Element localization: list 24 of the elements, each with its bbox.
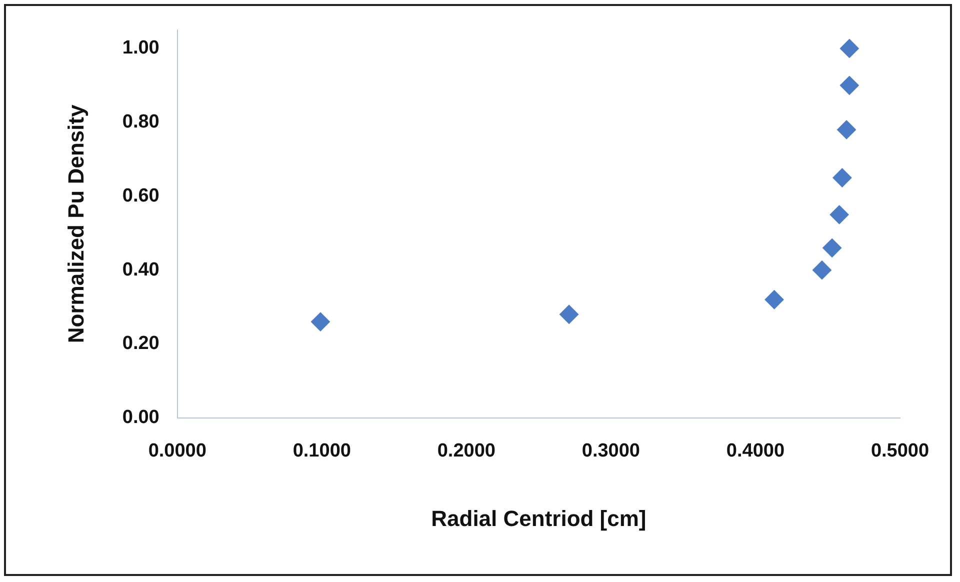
point (840, 76, 859, 95)
x-tick-label: 0.1000 (292, 440, 351, 462)
point (840, 38, 859, 58)
x-tick-label: 0.2000 (437, 440, 496, 462)
point (310, 312, 330, 332)
y-tick-label: 0.20 (122, 333, 160, 354)
y-tick-label: 0.00 (122, 407, 160, 428)
y-tick-label: 0.80 (122, 112, 160, 133)
point (764, 290, 784, 310)
y-axis-title: Normalized Pu Density (63, 104, 88, 344)
point (837, 120, 856, 140)
y-tick-label: 0.40 (122, 259, 160, 280)
y-tick-label: 0.60 (122, 185, 160, 206)
point (822, 238, 842, 258)
point (832, 168, 852, 188)
point (830, 205, 849, 224)
x-tick-label: 0.0000 (148, 440, 206, 462)
x-axis-title: Radial Centriod [cm] (431, 506, 646, 531)
point (812, 260, 832, 280)
x-tick-label: 0.5000 (870, 440, 930, 462)
x-tick-label: 0.3000 (582, 440, 640, 462)
x-tick-label: 0.4000 (726, 440, 785, 462)
y-tick-label: 1.00 (122, 38, 160, 59)
point (560, 304, 579, 324)
